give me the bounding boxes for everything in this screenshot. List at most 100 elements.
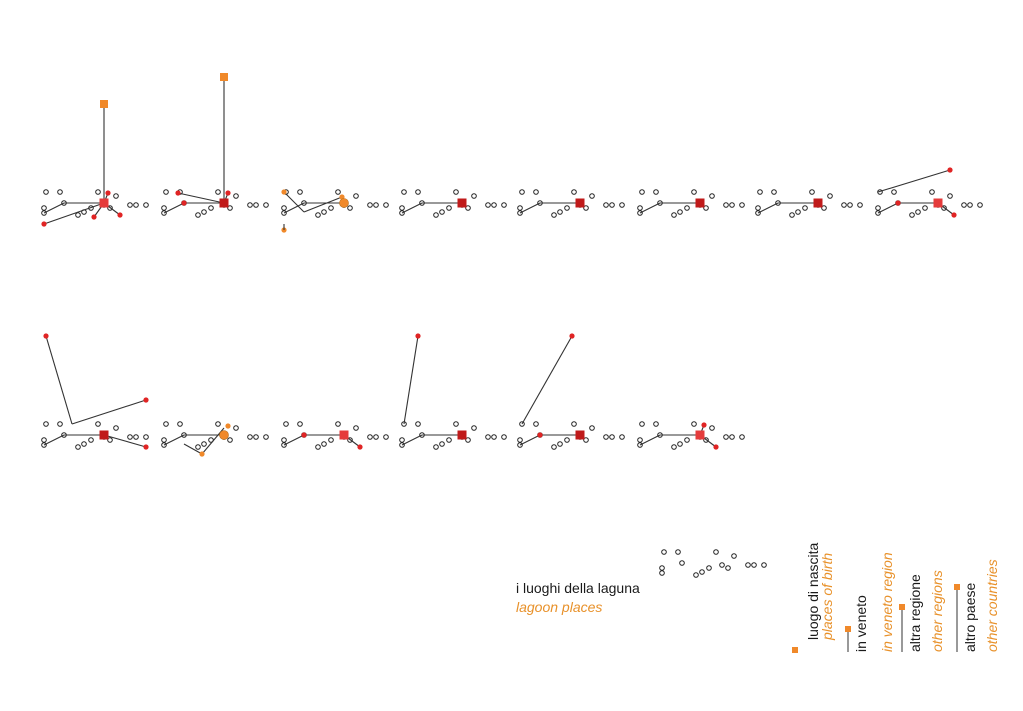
- residence-point: [895, 200, 901, 206]
- birth-place-marker: [220, 73, 228, 81]
- lagoon-place: [127, 434, 133, 440]
- lagoon-place: [684, 205, 690, 211]
- legend-region-marker: [899, 604, 905, 610]
- lagoon-place: [609, 434, 615, 440]
- link-line: [519, 202, 541, 214]
- lagoon-place: [88, 437, 94, 443]
- lagoon-place: [373, 202, 379, 208]
- link-line: [303, 196, 343, 213]
- lagoon-place: [961, 202, 967, 208]
- link-line: [45, 335, 73, 425]
- lagoon-place: [335, 421, 341, 427]
- birth-place-marker: [100, 100, 108, 108]
- lagoon-place: [471, 425, 477, 431]
- residence-point: [143, 444, 149, 450]
- legend-birth-label-it: luogo di nascita: [805, 542, 821, 640]
- link-line: [103, 434, 147, 448]
- birth-place-marker: [813, 198, 823, 208]
- lagoon-place: [215, 189, 221, 195]
- legend-country-label-it: altro paese: [962, 583, 978, 652]
- residence-point: [41, 221, 47, 227]
- lagoon-place: [399, 205, 405, 211]
- lagoon-place: [915, 209, 921, 215]
- legend-veneto-marker: [845, 626, 851, 632]
- link-line: [43, 202, 65, 214]
- lagoon-place: [677, 209, 683, 215]
- lagoon-place: [802, 205, 808, 211]
- lagoon-place: [233, 193, 239, 199]
- lagoon-place: [709, 193, 715, 199]
- lagoon-place: [947, 193, 953, 199]
- lagoon-place: [399, 437, 405, 443]
- lagoon-place: [557, 441, 563, 447]
- lagoon-place: [195, 444, 201, 450]
- lagoon-place: [321, 209, 327, 215]
- lagoon-place: [603, 434, 609, 440]
- lagoon-place: [415, 189, 421, 195]
- lagoon-place: [75, 212, 81, 218]
- lagoon-place: [583, 205, 589, 211]
- lagoon-place: [551, 212, 557, 218]
- lagoon-place: [95, 421, 101, 427]
- person-diagram-12: [399, 333, 507, 450]
- residence-point: [569, 333, 575, 339]
- residence-point: [117, 212, 123, 218]
- lagoon-place: [723, 434, 729, 440]
- lagoon-place: [745, 562, 751, 568]
- link-line: [521, 335, 573, 425]
- lagoon-place: [41, 437, 47, 443]
- lagoon-place: [297, 189, 303, 195]
- person-diagram-7: [755, 189, 863, 218]
- lagoon-place: [133, 434, 139, 440]
- lagoon-place: [571, 421, 577, 427]
- lagoon-place: [446, 437, 452, 443]
- person-diagram-6: [637, 189, 745, 218]
- legend-region-label-en: other regions: [929, 570, 945, 652]
- lagoon-place: [719, 562, 725, 568]
- legend-country-marker: [954, 584, 960, 590]
- lagoon-place: [653, 189, 659, 195]
- lagoon-place: [517, 437, 523, 443]
- residence-point: [225, 190, 231, 196]
- link-line: [283, 191, 305, 213]
- lagoon-place: [857, 202, 863, 208]
- lagoon-place: [315, 212, 321, 218]
- lagoon-place: [706, 565, 712, 571]
- birth-place-marker: [695, 430, 705, 440]
- lagoon-place: [693, 572, 699, 578]
- person-diagram-13: [517, 333, 625, 450]
- lagoon-place: [659, 570, 665, 576]
- lagoon-place: [929, 189, 935, 195]
- link-line: [283, 434, 305, 446]
- lagoon-place: [821, 205, 827, 211]
- lagoon-place: [789, 212, 795, 218]
- lagoon-place: [367, 434, 373, 440]
- lagoon-place: [589, 425, 595, 431]
- lagoon-place: [841, 202, 847, 208]
- link-line: [403, 335, 419, 425]
- lagoon-place: [699, 569, 705, 575]
- lagoon-place: [809, 189, 815, 195]
- lagoon-place: [571, 189, 577, 195]
- lagoon-place: [847, 202, 853, 208]
- residence-point: [225, 423, 231, 429]
- lagoon-place: [619, 434, 625, 440]
- lagoon-place: [127, 202, 133, 208]
- birth-place-marker: [339, 198, 349, 208]
- legend-country-label-en: other countries: [984, 559, 1000, 652]
- lagoon-place: [57, 189, 63, 195]
- lagoon-place: [201, 441, 207, 447]
- lagoon-place: [557, 209, 563, 215]
- link-line: [163, 202, 185, 214]
- lagoon-place: [227, 205, 233, 211]
- person-diagram-1: [41, 100, 149, 227]
- lagoon-place: [81, 441, 87, 447]
- lagoon-place: [564, 437, 570, 443]
- link-line: [757, 202, 779, 214]
- link-line: [177, 192, 225, 204]
- birth-place-marker: [575, 198, 585, 208]
- link-line: [43, 202, 105, 225]
- residence-point: [415, 333, 421, 339]
- lagoon-place: [771, 189, 777, 195]
